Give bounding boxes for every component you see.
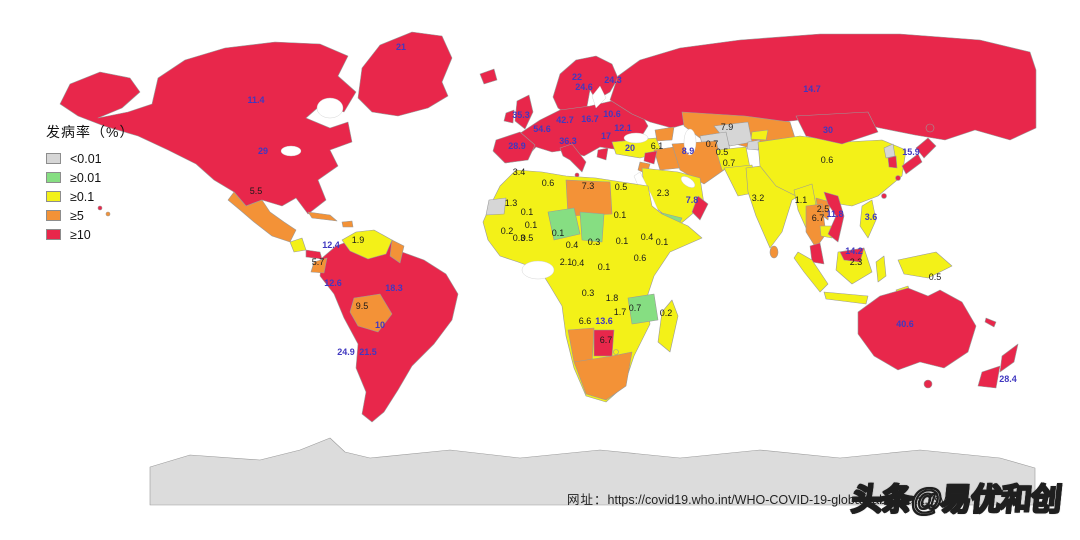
region-ecuador — [310, 257, 328, 274]
region-tasmania — [923, 379, 933, 389]
region-philippines — [859, 199, 877, 239]
legend-item: ≥10 — [46, 225, 134, 244]
gulf-of-guinea — [521, 260, 555, 280]
region-ireland — [503, 109, 515, 124]
region-australia — [857, 287, 977, 371]
region-africa — [482, 169, 703, 403]
region-new-zealand-south — [977, 365, 1001, 389]
region-venezuela — [341, 229, 393, 260]
region-japan-honshu-north — [915, 137, 937, 159]
legend-label: ≥10 — [70, 227, 91, 242]
region-hawaii — [97, 205, 103, 211]
baltic-sea — [591, 85, 607, 109]
source-url-text: https://covid19.who.int/WHO-COVID-19-glo… — [607, 493, 947, 507]
region-iceland — [479, 68, 498, 85]
region-tanzania — [627, 293, 659, 325]
region-libya — [565, 179, 613, 217]
legend-label: <0.01 — [70, 151, 102, 166]
region-tajikistan — [746, 139, 761, 151]
region-oman-uae — [691, 195, 709, 221]
region-sumatra — [793, 251, 829, 293]
legend-item: ≥0.1 — [46, 187, 134, 206]
region-south-africa — [573, 351, 633, 401]
region-guyana — [389, 239, 405, 264]
legend-item: <0.01 — [46, 149, 134, 168]
region-united-kingdom — [514, 94, 534, 130]
great-lakes — [280, 145, 302, 157]
region-nicaragua — [289, 237, 307, 253]
hudson-bay — [316, 97, 344, 119]
region-eswatini — [613, 349, 619, 355]
legend-title: 发病率（%） — [46, 124, 135, 140]
region-malaysia-peninsula — [809, 242, 825, 265]
region-japan-hokkaido — [925, 123, 935, 133]
region-vietnam — [823, 191, 845, 243]
region-syria — [643, 150, 658, 165]
legend-swatch — [46, 153, 61, 164]
region-sri-lanka — [769, 245, 779, 259]
url-prefix-label: 网址： — [567, 493, 608, 507]
region-chad — [579, 211, 605, 243]
region-antarctica — [149, 437, 1036, 506]
region-hispaniola — [341, 220, 354, 228]
caspian-sea — [683, 128, 697, 156]
region-greece — [596, 147, 609, 161]
region-south-america — [319, 233, 459, 423]
region-madagascar — [657, 299, 679, 353]
region-mongolia — [795, 111, 879, 145]
region-botswana — [593, 329, 615, 357]
persian-gulf — [680, 176, 696, 188]
legend-swatch — [46, 210, 61, 221]
region-pacific-island — [105, 211, 111, 217]
region-bolivia — [349, 293, 393, 333]
region-iberia — [492, 131, 536, 164]
legend: 发病率（%） <0.01 ≥0.01 ≥0.1 ≥5 ≥10 — [46, 122, 134, 244]
legend-item: ≥0.01 — [46, 168, 134, 187]
region-new-caledonia — [984, 317, 997, 328]
region-new-guinea — [897, 251, 953, 279]
region-sulawesi — [875, 255, 887, 283]
region-south-korea — [887, 155, 898, 169]
region-iran — [671, 140, 725, 185]
legend-label: ≥0.1 — [70, 189, 95, 204]
legend-label: ≥0.01 — [70, 170, 102, 185]
black-sea — [623, 132, 649, 144]
source-url-line: 网址：https://covid19.who.int/WHO-COVID-19-… — [567, 489, 947, 508]
watermark-text: 头条@易优和创 — [849, 481, 1064, 518]
region-canada-usa — [59, 41, 357, 215]
region-italy — [559, 143, 587, 173]
region-caucasus — [654, 126, 675, 142]
legend-swatch — [46, 191, 61, 202]
region-niger — [547, 207, 581, 241]
region-taiwan — [881, 193, 887, 199]
legend-swatch — [46, 229, 61, 240]
region-malaysia-borneo — [839, 247, 865, 263]
legend-label: ≥5 — [70, 208, 84, 223]
region-mexico — [227, 191, 297, 243]
legend-items: <0.01 ≥0.01 ≥0.1 ≥5 ≥10 — [46, 149, 134, 244]
region-greenland — [357, 31, 453, 117]
region-japan-kyushu — [895, 175, 901, 181]
region-kyrgyzstan — [750, 129, 769, 141]
region-western-sahara — [485, 197, 507, 216]
legend-swatch — [46, 172, 61, 183]
region-thailand — [805, 203, 827, 249]
region-java — [823, 291, 869, 305]
region-cuba — [307, 211, 338, 222]
legend-item: ≥5 — [46, 206, 134, 225]
region-panama — [305, 249, 323, 260]
region-new-zealand-north — [999, 343, 1019, 373]
region-japan-honshu-south — [901, 153, 923, 175]
